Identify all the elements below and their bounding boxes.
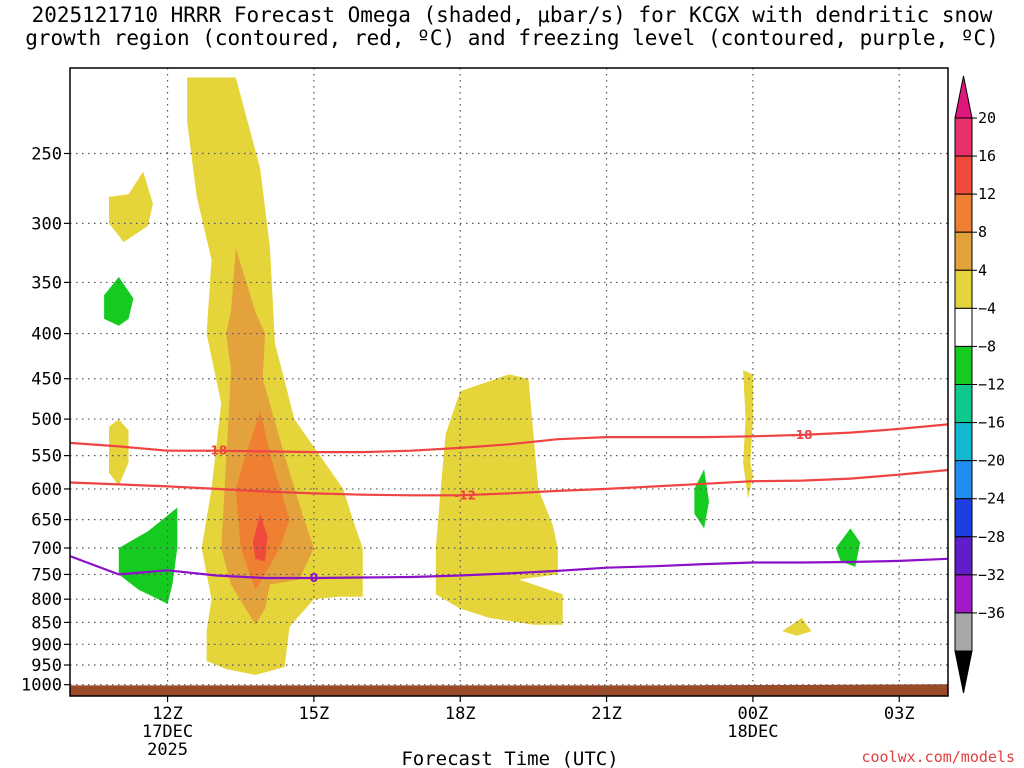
y-tick-label-1000: 1000: [21, 676, 62, 696]
y-tick-label-900: 900: [31, 635, 62, 655]
omega-region-2: [109, 419, 129, 486]
colorbar: 20 16 12 8 4 −4 −8 −12 −16 −20 −24 −28 −32 −36: [954, 75, 1005, 694]
colorbar-swatch-2: [954, 193, 973, 233]
axes-layer: 2503003504004505005506006507007508008509…: [21, 67, 949, 760]
title-line-1: 2025121710 HRRR Forecast Omega (shaded, …: [31, 3, 993, 27]
grid-layer: [70, 68, 948, 696]
omega-region-3: [118, 507, 178, 604]
y-tick-label-350: 350: [31, 273, 62, 293]
y-tick-label-400: 400: [31, 325, 62, 345]
credit-link[interactable]: coolwx.com/models: [861, 748, 1015, 766]
colorbar-label-6: −8: [978, 337, 996, 355]
y-tick-label-800: 800: [31, 590, 62, 610]
x-tick-label-12Z: 12Z: [152, 704, 183, 724]
colorbar-swatch-9: [954, 460, 973, 500]
colorbar-swatch-12: [954, 574, 973, 614]
omega-region-1: [104, 276, 134, 326]
y-tick-label-750: 750: [31, 565, 62, 585]
ground-surface: [70, 684, 948, 696]
colorbar-swatch-6: [954, 345, 973, 385]
omega-region-4: [187, 77, 363, 675]
colorbar-label-7: −12: [978, 376, 1005, 394]
colorbar-swatch-1: [954, 155, 973, 195]
y-tick-label-450: 450: [31, 370, 62, 390]
contour-label-2: -18: [791, 428, 813, 442]
colorbar-label-0: 20: [978, 109, 996, 127]
ground-layer: [70, 684, 948, 696]
y-tick-label-700: 700: [31, 539, 62, 559]
colorbar-top-arrow: [954, 75, 973, 119]
y-tick-label-950: 950: [31, 656, 62, 676]
contour-layer: [69, 423, 949, 580]
omega-region-5: [435, 374, 563, 625]
contour-line--12: [69, 468, 949, 497]
y-tick-label-850: 850: [31, 613, 62, 633]
contour-label-3: 0: [310, 571, 318, 585]
colorbar-swatch-10: [954, 498, 973, 538]
x-axis-label: Forecast Time (UTC): [401, 748, 618, 768]
y-tick-label-550: 550: [31, 447, 62, 467]
omega-region-6: [743, 370, 753, 499]
y-tick-label-500: 500: [31, 410, 62, 430]
omega-region-9: [835, 528, 861, 567]
colorbar-swatch-7: [954, 384, 973, 424]
x-tick-label-15Z: 15Z: [299, 704, 330, 724]
omega-region-0: [109, 171, 153, 243]
contour-label-0: -18: [205, 444, 227, 458]
colorbar-label-2: 12: [978, 185, 996, 203]
x-tick-date-00Z: 18DEC: [727, 722, 778, 742]
colorbar-label-8: −16: [978, 414, 1005, 432]
colorbar-label-12: −32: [978, 566, 1005, 584]
x-tick-date-12Z: 17DEC: [142, 722, 193, 742]
colorbar-bottom-arrow: [954, 650, 973, 694]
x-tick-label-00Z: 00Z: [738, 704, 769, 724]
x-tick-label-03Z: 03Z: [884, 704, 915, 724]
chart-title: 2025121710 HRRR Forecast Omega (shaded, …: [0, 4, 1024, 50]
contour-label-layer: -18 -12 -18 0: [205, 428, 813, 585]
colorbar-label-5: −4: [978, 299, 996, 317]
y-tick-label-250: 250: [31, 144, 62, 164]
x-tick-label-21Z: 21Z: [591, 704, 622, 724]
omega-region-7: [782, 617, 812, 636]
contour-label-1: -12: [454, 488, 476, 502]
x-tick-year-12Z: 2025: [147, 740, 188, 760]
y-tick-label-650: 650: [31, 511, 62, 531]
colorbar-swatch-11: [954, 536, 973, 576]
colorbar-swatch-8: [954, 422, 973, 462]
colorbar-label-11: −28: [978, 528, 1005, 546]
omega-region-11: [235, 411, 290, 590]
colorbar-label-3: 8: [978, 223, 987, 241]
colorbar-swatch-3: [954, 231, 973, 271]
plot-frame: [69, 67, 949, 697]
omega-shading-layer: [104, 77, 861, 675]
colorbar-swatch-13: [954, 612, 973, 652]
colorbar-swatch-5: [954, 307, 973, 347]
colorbar-swatch-0: [954, 117, 973, 157]
y-tick-label-300: 300: [31, 214, 62, 234]
contour-line--18: [69, 423, 949, 454]
colorbar-label-9: −20: [978, 452, 1005, 470]
x-tick-label-18Z: 18Z: [445, 704, 476, 724]
contour-line-0: [69, 555, 949, 580]
colorbar-label-13: −36: [978, 604, 1005, 622]
y-tick-label-600: 600: [31, 480, 62, 500]
colorbar-label-4: 4: [978, 261, 987, 279]
omega-region-12: [252, 513, 268, 562]
colorbar-swatch-4: [954, 269, 973, 309]
colorbar-label-1: 16: [978, 147, 996, 165]
title-line-2: growth region (contoured, red, ºC) and f…: [25, 26, 999, 50]
colorbar-label-10: −24: [978, 490, 1005, 508]
